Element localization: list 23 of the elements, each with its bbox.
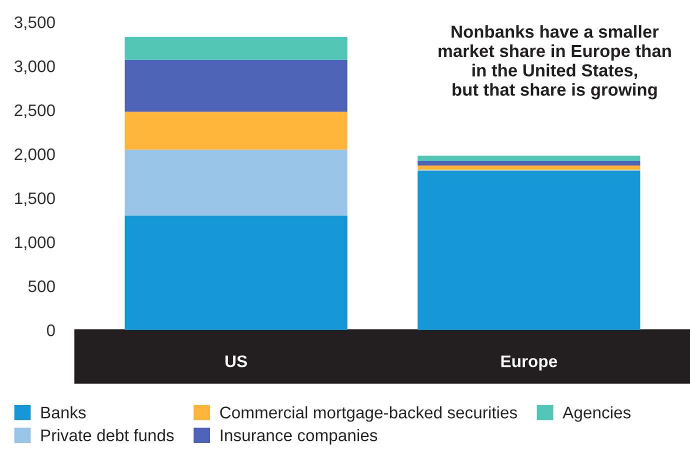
text: Nonbanks have a smaller market share in Europe than in the United States, but that share is growing bbox=[438, 25, 671, 100]
legend-label: Agencies bbox=[562, 406, 631, 422]
x-tick-label: US bbox=[225, 355, 247, 368]
y-tick-label: 2,000 bbox=[14, 148, 55, 162]
legend-label: Commercial mortgage-backed securities bbox=[220, 406, 517, 422]
bar bbox=[124, 112, 348, 150]
y-tick-label: 0 bbox=[46, 324, 55, 336]
bar bbox=[124, 36, 348, 60]
bar bbox=[418, 156, 640, 162]
x-tick-label: Europe bbox=[501, 356, 558, 371]
bar bbox=[418, 161, 640, 166]
bar bbox=[418, 165, 640, 170]
legend-label: Private debt funds bbox=[41, 429, 174, 442]
y-tick-label: 500 bbox=[28, 280, 55, 292]
legend-label: Insurance companies bbox=[220, 429, 378, 445]
y-tick-label: 1,500 bbox=[15, 192, 55, 206]
bar bbox=[124, 60, 348, 112]
bar bbox=[124, 150, 348, 216]
y-tick-label: 3,500 bbox=[14, 16, 55, 30]
y-tick-label: 1,000 bbox=[15, 236, 55, 250]
y-tick-label: 3,000 bbox=[14, 60, 55, 74]
legend-label: Banks bbox=[41, 406, 86, 418]
y-tick-label: 2,500 bbox=[14, 104, 55, 118]
